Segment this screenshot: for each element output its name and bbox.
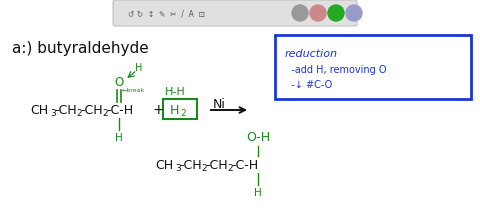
Circle shape xyxy=(310,5,326,21)
Text: 2: 2 xyxy=(102,109,108,117)
Text: -C-H: -C-H xyxy=(231,159,258,172)
Text: H: H xyxy=(115,133,123,143)
Circle shape xyxy=(328,5,344,21)
Text: -CH: -CH xyxy=(205,159,228,172)
FancyBboxPatch shape xyxy=(163,99,197,119)
Text: 3: 3 xyxy=(175,163,181,172)
Text: 2: 2 xyxy=(76,109,82,117)
FancyBboxPatch shape xyxy=(275,35,471,99)
Text: 2: 2 xyxy=(201,163,206,172)
Text: -CH: -CH xyxy=(80,103,103,117)
Text: H: H xyxy=(135,63,143,73)
FancyBboxPatch shape xyxy=(113,0,357,26)
Text: a:) butyraldehyde: a:) butyraldehyde xyxy=(12,40,149,56)
Text: H: H xyxy=(170,103,180,117)
Text: H-H: H-H xyxy=(165,87,185,97)
Circle shape xyxy=(292,5,308,21)
Text: -C-H: -C-H xyxy=(106,103,133,117)
Text: CH: CH xyxy=(30,103,48,117)
Text: -CH: -CH xyxy=(179,159,202,172)
Text: -↓ #C-O: -↓ #C-O xyxy=(285,80,332,90)
Text: +: + xyxy=(152,103,164,117)
Text: -add H, removing O: -add H, removing O xyxy=(285,65,386,75)
Text: O: O xyxy=(114,75,124,89)
Text: ←break: ←break xyxy=(122,87,145,93)
Text: reduction: reduction xyxy=(285,49,338,59)
Text: -CH: -CH xyxy=(54,103,77,117)
Text: ↺ ↻  ↕  ✎  ✂  /  A  ⊡: ↺ ↻ ↕ ✎ ✂ / A ⊡ xyxy=(128,10,205,18)
Text: O-H: O-H xyxy=(246,131,270,143)
Text: H: H xyxy=(254,188,262,198)
Text: 3: 3 xyxy=(50,109,56,117)
Circle shape xyxy=(346,5,362,21)
Text: 2: 2 xyxy=(180,109,186,117)
Text: CH: CH xyxy=(155,159,173,172)
Text: 2: 2 xyxy=(227,163,233,172)
Text: Ni: Ni xyxy=(213,97,226,111)
